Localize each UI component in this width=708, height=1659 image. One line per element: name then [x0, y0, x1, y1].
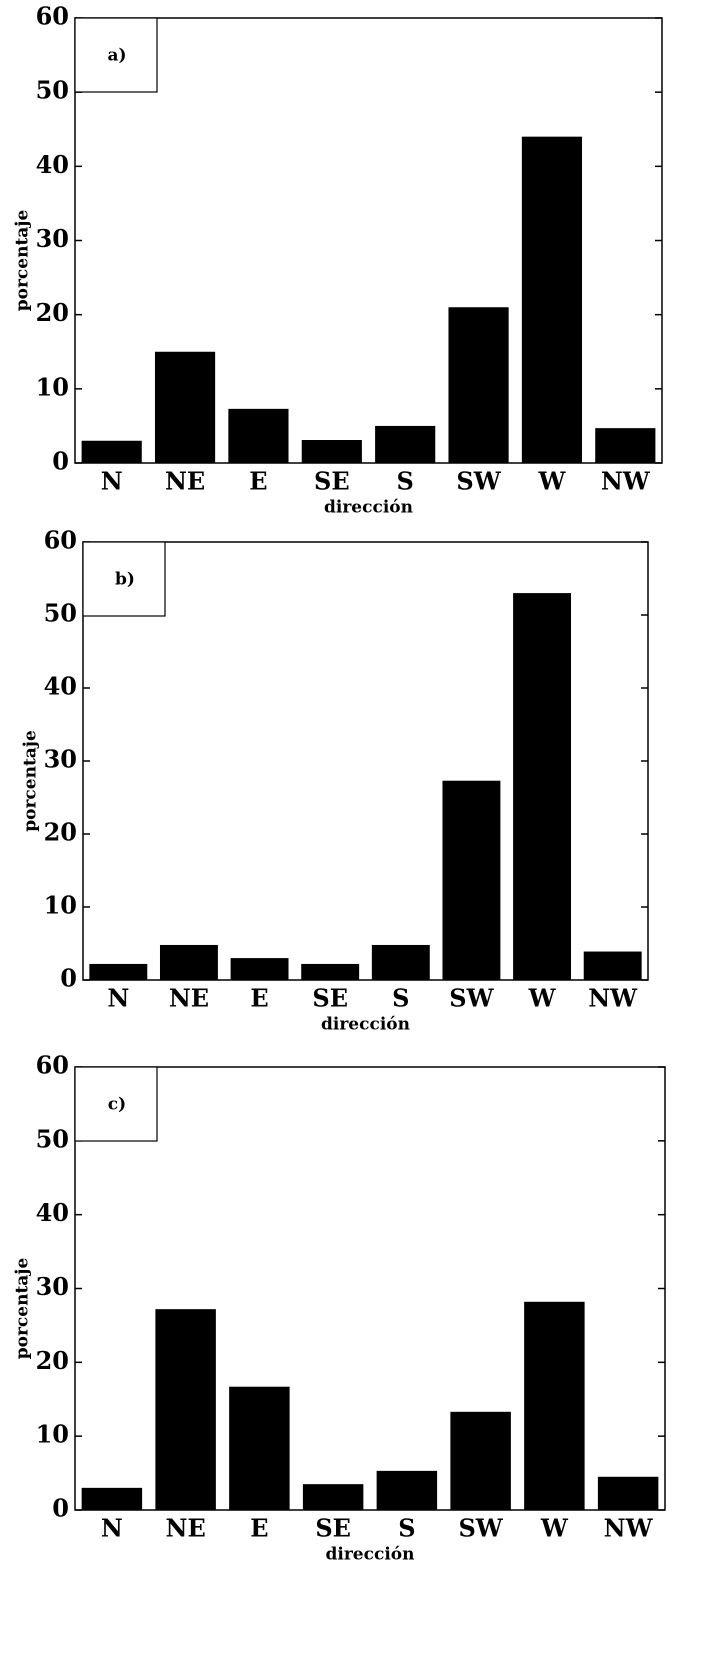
bar	[81, 440, 142, 463]
x-axis-label: dirección	[321, 1015, 410, 1035]
bar	[513, 593, 572, 980]
bar	[81, 1487, 143, 1510]
y-tick-label: 30	[36, 1272, 69, 1301]
y-tick-label: 10	[44, 891, 77, 920]
x-axis-label: dirección	[326, 1545, 415, 1565]
bar	[375, 425, 436, 463]
y-tick-label: 0	[52, 1494, 69, 1523]
y-tick-label: 40	[44, 672, 77, 701]
bar	[597, 1476, 659, 1510]
x-tick-label: NW	[588, 984, 638, 1013]
x-tick-label: S	[398, 1514, 415, 1543]
x-tick-label: NE	[165, 467, 205, 496]
y-tick-label: 50	[36, 1124, 69, 1153]
x-tick-label: N	[107, 984, 129, 1013]
x-tick-label: S	[397, 467, 414, 496]
x-tick-label: SW	[456, 467, 501, 496]
x-tick-label: SW	[458, 1514, 503, 1543]
panel-label: b)	[115, 570, 135, 590]
y-tick-label: 0	[60, 964, 77, 993]
panel-label: c)	[108, 1095, 126, 1115]
x-tick-label: SW	[449, 984, 494, 1013]
y-tick-label: 50	[44, 599, 77, 628]
bar	[302, 1484, 364, 1510]
x-tick-label: SE	[314, 467, 350, 496]
bar	[595, 428, 656, 463]
y-tick-label: 60	[36, 1051, 69, 1080]
y-axis-label: porcentaje	[13, 1258, 33, 1360]
bar	[230, 958, 289, 980]
x-tick-label: N	[101, 467, 123, 496]
x-tick-label: N	[101, 1514, 123, 1543]
y-axis-label: porcentaje	[13, 210, 33, 312]
bar	[376, 1470, 438, 1510]
bar	[159, 944, 218, 980]
bar	[301, 963, 360, 980]
x-tick-label: W	[528, 984, 557, 1013]
x-tick-label: NE	[166, 1514, 206, 1543]
y-tick-label: 40	[36, 150, 69, 179]
x-axis-label: dirección	[324, 498, 413, 518]
y-tick-label: 20	[36, 1346, 69, 1375]
x-tick-label: E	[249, 467, 267, 496]
y-tick-label: 60	[44, 526, 77, 555]
panel-label-box	[74, 17, 158, 93]
x-tick-label: W	[537, 467, 566, 496]
x-tick-label: E	[250, 1514, 268, 1543]
bar	[228, 408, 289, 463]
x-tick-label: E	[250, 984, 268, 1013]
bar	[371, 944, 430, 980]
y-tick-label: 10	[36, 1420, 69, 1449]
y-tick-label: 50	[36, 76, 69, 105]
x-tick-label: S	[392, 984, 409, 1013]
bar	[442, 780, 501, 980]
y-tick-label: 10	[36, 372, 69, 401]
x-tick-label: SE	[315, 1514, 351, 1543]
bar	[229, 1386, 290, 1510]
y-tick-label: 40	[36, 1198, 69, 1227]
y-axis-label: porcentaje	[21, 730, 41, 832]
panel-label: a)	[107, 46, 126, 66]
panel-label-box	[74, 1066, 158, 1142]
bar	[155, 1309, 216, 1510]
bar	[524, 1301, 585, 1510]
y-tick-label: 0	[52, 447, 69, 476]
panel-label-box	[82, 541, 166, 617]
y-tick-label: 20	[36, 298, 69, 327]
x-tick-label: NW	[604, 1514, 654, 1543]
y-tick-label: 30	[44, 745, 77, 774]
x-tick-label: SE	[312, 984, 348, 1013]
y-tick-label: 30	[36, 224, 69, 253]
x-tick-label: NE	[169, 984, 209, 1013]
y-tick-label: 20	[44, 818, 77, 847]
x-tick-label: W	[540, 1514, 569, 1543]
y-tick-label: 60	[36, 2, 69, 31]
bar	[583, 951, 642, 980]
bar	[450, 1411, 511, 1510]
bar	[89, 963, 148, 980]
x-tick-label: NW	[601, 467, 651, 496]
bar	[154, 351, 216, 463]
bar	[301, 440, 362, 463]
bar	[521, 136, 583, 463]
bar	[448, 307, 509, 463]
